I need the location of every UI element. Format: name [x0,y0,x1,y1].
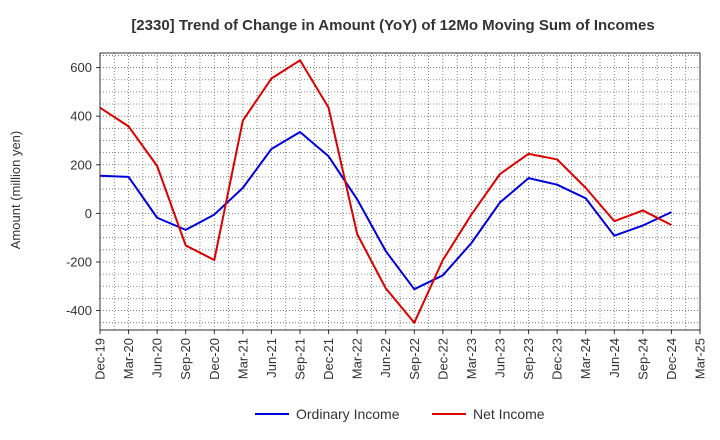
series-line-ordinary-income [99,130,672,291]
x-tick-label: Jun-20 [150,338,165,378]
x-tick-label: Mar-23 [464,338,479,379]
y-tick-labels: 600 400 200 0 -200 -400 [66,60,100,318]
x-tick-label: Jun-23 [493,338,508,378]
y-tick-label: 400 [70,109,92,124]
plot-frame [99,52,701,331]
x-tick-labels: Dec-19 Mar-20 Jun-20 Sep-20 Dec-20 Mar-21 Jun-… [93,330,708,380]
x-tick-label: Dec-22 [435,338,450,380]
y-tick-label: -200 [66,254,92,269]
x-tick-label: Sep-24 [635,338,650,380]
x-tick-label: Sep-23 [521,338,536,380]
legend-item-ordinary-income: Ordinary Income [255,406,400,422]
legend-item-net-income: Net Income [432,406,545,422]
x-tick-label: Mar-22 [350,338,365,379]
y-tick-label: 0 [85,206,92,221]
y-axis-label: Amount (million yen) [8,131,23,250]
grid [100,53,700,330]
legend-label: Ordinary Income [296,406,400,422]
x-tick-label: Mar-21 [235,338,250,379]
x-tick-label: Dec-23 [550,338,565,380]
x-tick-label: Dec-21 [321,338,336,380]
x-tick-label: Mar-20 [121,338,136,379]
x-tick-label: Sep-20 [178,338,193,380]
x-tick-label: Jun-22 [378,338,393,378]
x-tick-label: Jun-21 [264,338,279,378]
x-tick-label: Jun-24 [607,338,622,378]
x-tick-label: Dec-19 [93,338,108,380]
x-tick-label: Dec-20 [207,338,222,380]
y-tick-label: -400 [66,303,92,318]
x-tick-label: Mar-24 [578,338,593,379]
chart-title: [2330] Trend of Change in Amount (YoY) o… [131,17,654,34]
legend: Ordinary Income Net Income [255,406,545,422]
series-line-net-income [99,59,672,324]
series-lines [99,59,672,324]
y-tick-label: 200 [70,157,92,172]
x-tick-label: Mar-25 [693,338,708,379]
y-tick-label: 600 [70,60,92,75]
x-tick-label: Dec-24 [664,338,679,380]
x-tick-label: Sep-21 [293,338,308,380]
legend-label: Net Income [473,406,545,422]
x-tick-label: Sep-22 [407,338,422,380]
